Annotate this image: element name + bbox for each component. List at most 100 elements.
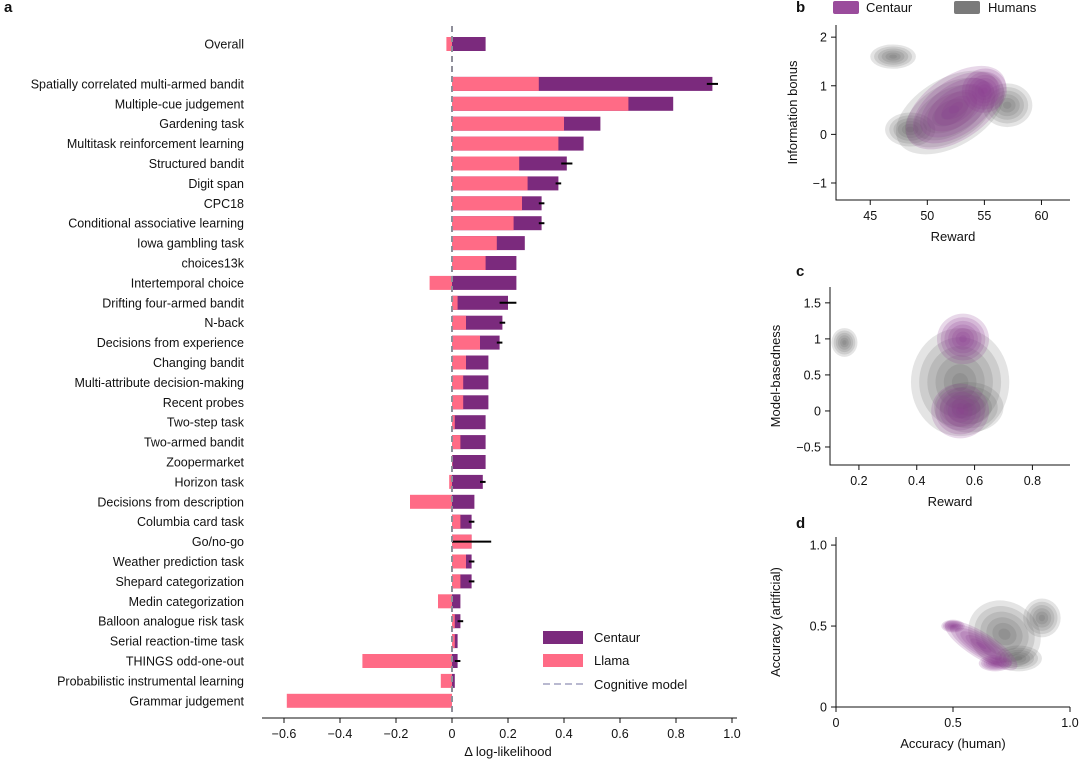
density-contour-centaur-blob-2-level-7 [955,407,965,415]
axes-frame [829,287,1070,466]
density-contour-humans-blob-3-level-1 [934,382,1004,433]
bar-llama-structured-bandit [452,156,520,171]
bar-llama-iowa-gambling-task [452,236,497,251]
category-label-grammar-judgement: Grammar judgement [129,694,244,708]
density-contour-centaur-blob-1-level-4 [960,631,1002,660]
density-contour-centaur-blob-3-level-5 [947,623,959,629]
density-contour-centaur-blob-2-level-4 [971,77,998,104]
density-contour-centaur-blob-2-level-5 [947,399,973,423]
y-tick-label: 2 [820,31,827,45]
bar-llama-drifting-four-armed-bandit [452,295,458,310]
x-tick-label: 0.6 [611,727,628,741]
density-contour-centaur-blob-1-level-6 [970,638,992,653]
bar-llama-digit-span [452,176,528,191]
bar-llama-changing-bandit [452,355,466,370]
legend-label-cognitive-model: Cognitive model [594,677,687,692]
density-contour-humans-blob-1-level-3 [914,84,987,141]
density-contour-humans-blob-3-level-4 [881,50,905,63]
x-tick-label: 60 [1035,209,1049,223]
density-contour-humans-blob-1-level-4 [986,617,1023,652]
bar-llama-overall [446,37,452,51]
density-contour-humans-blob-1-level-2 [919,337,1002,428]
category-label-gardening-task: Gardening task [159,117,245,131]
legend-label-llama: Llama [594,653,630,668]
density-contour-humans-blob-3-level-5 [1010,654,1027,663]
bar-llama-horizon-task [449,474,452,489]
category-label-two-armed-bandit: Two-armed bandit [144,436,245,450]
category-label-intertemporal-choice: Intertemporal choice [131,276,244,290]
density-contour-centaur-blob-3-level-1 [941,619,965,633]
density-contour-humans-blob-3-level-4 [1006,651,1031,665]
bars-group [286,37,713,708]
y-tick-label: 0.5 [804,368,821,382]
legend-label-centaur: Centaur [594,630,641,645]
x-tick-label: 1.0 [1061,716,1078,730]
legend-swatch-llama [543,654,583,667]
bar-centaur-horizon-task [452,474,483,489]
density-contour-centaur-blob-2-level-2 [981,656,1010,671]
density-contour-humans-blob-3-level-3 [1002,649,1035,668]
bar-llama-cpc18 [452,196,522,211]
x-axis-label: Reward [931,229,976,244]
bar-llama-two-armed-bandit [452,435,461,450]
category-label-weather-prediction-task: Weather prediction task [113,555,245,569]
category-label-choices13k: choices13k [181,257,244,271]
x-tick-label: 0.4 [555,727,572,741]
category-label-go-no-go: Go/no-go [192,535,244,549]
y-axis-label: Information bonus [785,60,800,165]
bar-centaur-decisions-from-description [452,494,475,509]
axes-frame [835,25,1070,201]
y-axis-label: Accuracy (artificial) [768,567,783,677]
bar-llama-grammar-judgement [286,693,452,708]
density-contour-humans-blob-3-level-2 [939,386,998,429]
category-label-things-odd-one-out: THINGS odd-one-out [126,655,245,669]
density-contour-centaur-blob-1-level-6 [955,331,971,347]
x-tick-label: −0.4 [328,727,353,741]
density-contour-centaur-blob-1-level-5 [934,89,978,126]
bar-llama-intertemporal-choice [429,275,452,290]
density-contour-centaur-blob-1-level-3 [944,320,982,357]
category-label-balloon-analogue-risk-task: Balloon analogue risk task [98,615,245,629]
category-label-recent-probes: Recent probes [163,396,244,410]
density-contour-humans-blob-2-level-5 [901,123,919,136]
x-tick-label: 0.8 [667,727,684,741]
density-contour-centaur-blob-1-level-6 [941,95,971,120]
bar-centaur-two-step-task [452,415,486,430]
density-contour-centaur-blob-1-level-4 [948,324,978,354]
density-contour-humans-blob-4-level-6 [1003,101,1012,109]
bar-llama-two-step-task [452,415,455,430]
category-label-shepard-categorization: Shepard categorization [115,575,244,589]
x-ticks: −0.6 −0.4 −0.2 0 0.2 0.4 0.6 0.8 1.0 [272,718,741,741]
bar-centaur-drifting-four-armed-bandit [452,295,508,310]
density-contours [941,598,1061,672]
density-contour-centaur-blob-3-level-3 [944,621,962,631]
y-tick-label: 1.0 [810,539,827,553]
bar-centaur-medin-categorization [452,594,461,609]
bar-llama-decisions-from-description [410,494,452,509]
category-label-two-step-task: Two-step task [167,416,245,430]
x-tick-label: 1.0 [723,727,740,741]
x-tick-label: 0.2 [850,474,867,488]
y-tick-label: 1.5 [804,296,821,310]
density-contour-centaur-blob-1-level-5 [951,328,975,350]
density-contour-humans-blob-3-level-2 [999,647,1039,670]
x-tick-label: 0.6 [966,474,983,488]
legend: Centaur Llama Cognitive model [543,630,687,692]
density-contour-centaur-blob-2-level-7 [992,662,998,665]
panel-letter-a: a [4,0,13,16]
x-tick-label: −0.6 [272,727,297,741]
density-contour-humans-blob-1-level-3 [980,611,1029,657]
density-contour-centaur-blob-2-level-7 [981,87,988,94]
density-contour-centaur-blob-1-level-4 [927,83,985,132]
density-contour-centaur-blob-2-level-2 [965,71,1004,110]
density-contour-humans-blob-2-level-1 [1023,598,1061,638]
x-tick-label: 0 [449,727,456,741]
density-contour-humans-blob-2-level-4 [1032,608,1052,628]
panel-letter-b: b [796,0,805,16]
bar-centaur-intertemporal-choice [452,275,517,290]
bar-llama-decisions-from-experience [452,335,480,350]
category-label-multitask-reinforcement-learning: Multitask reinforcement learning [67,137,244,151]
ticks: 0 0.5 1.0 0 0.5 1.0 [810,539,1079,730]
density-contour-centaur-blob-3-level-7 [951,625,955,627]
density-contour-centaur-blob-1-level-1 [944,620,1018,671]
